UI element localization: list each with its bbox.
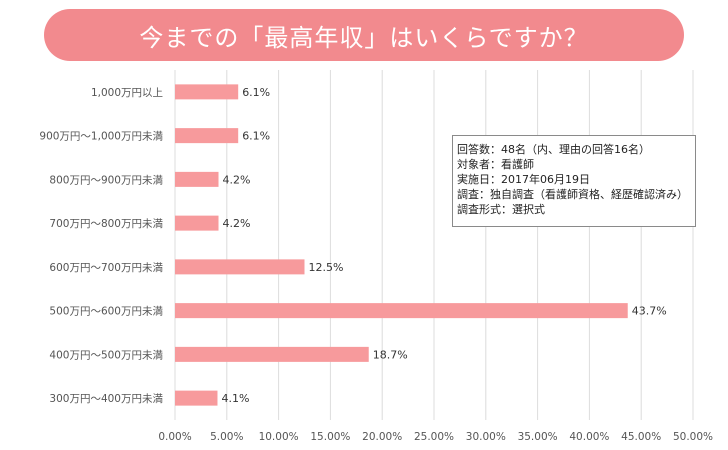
value-label: 18.7% (373, 348, 408, 361)
value-label: 43.7% (632, 305, 667, 318)
category-label: 900万円～1,000万円未満 (39, 131, 163, 143)
category-label: 1,000万円以上 (91, 87, 163, 99)
x-tick-label: 30.00% (466, 431, 506, 443)
value-label: 12.5% (309, 261, 344, 274)
bar (175, 84, 239, 100)
category-label: 800万円～900万円未満 (49, 174, 163, 186)
value-label: 4.2% (223, 173, 251, 186)
x-tick-label: 5.00% (210, 431, 243, 443)
info-line-survey: 調査：独自調査（看護師資格、経歴確認済み） (457, 188, 688, 201)
x-tick-label: 45.00% (621, 431, 661, 443)
x-tick-label: 15.00% (310, 431, 350, 443)
bar (175, 303, 628, 319)
survey-info-box: 回答数：48名（内、理由の回答16名） 対象者：看護師 実施日：2017年06月… (452, 135, 696, 227)
info-line-responses: 回答数：48名（内、理由の回答16名） (457, 143, 650, 156)
x-tick-label: 0.00% (158, 431, 191, 443)
bar (175, 259, 305, 275)
info-line-format: 調査形式：選択式 (457, 203, 545, 216)
chart-title: 今までの「最高年収」はいくらですか？ (44, 9, 684, 61)
bar (175, 171, 219, 187)
info-line-date: 実施日：2017年06月19日 (457, 173, 590, 186)
category-label: 300万円～400万円未満 (49, 393, 163, 405)
bar (175, 346, 369, 362)
category-label: 600万円～700万円未満 (49, 262, 163, 274)
x-tick-label: 40.00% (569, 431, 609, 443)
x-tick-label: 35.00% (518, 431, 558, 443)
value-label: 6.1% (242, 130, 270, 143)
x-tick-label: 50.00% (673, 431, 713, 443)
category-label: 500万円～600万円未満 (49, 306, 163, 318)
bar (175, 215, 219, 231)
category-label: 700万円～800万円未満 (49, 218, 163, 230)
x-tick-label: 10.00% (259, 431, 299, 443)
x-tick-label: 25.00% (414, 431, 454, 443)
value-label: 6.1% (242, 86, 270, 99)
value-label: 4.2% (223, 217, 251, 230)
category-label: 400万円～500万円未満 (49, 349, 163, 361)
bar (175, 390, 218, 406)
bar (175, 128, 239, 144)
info-line-target: 対象者：看護師 (457, 158, 534, 171)
x-tick-label: 20.00% (362, 431, 402, 443)
value-label: 4.1% (221, 392, 249, 405)
